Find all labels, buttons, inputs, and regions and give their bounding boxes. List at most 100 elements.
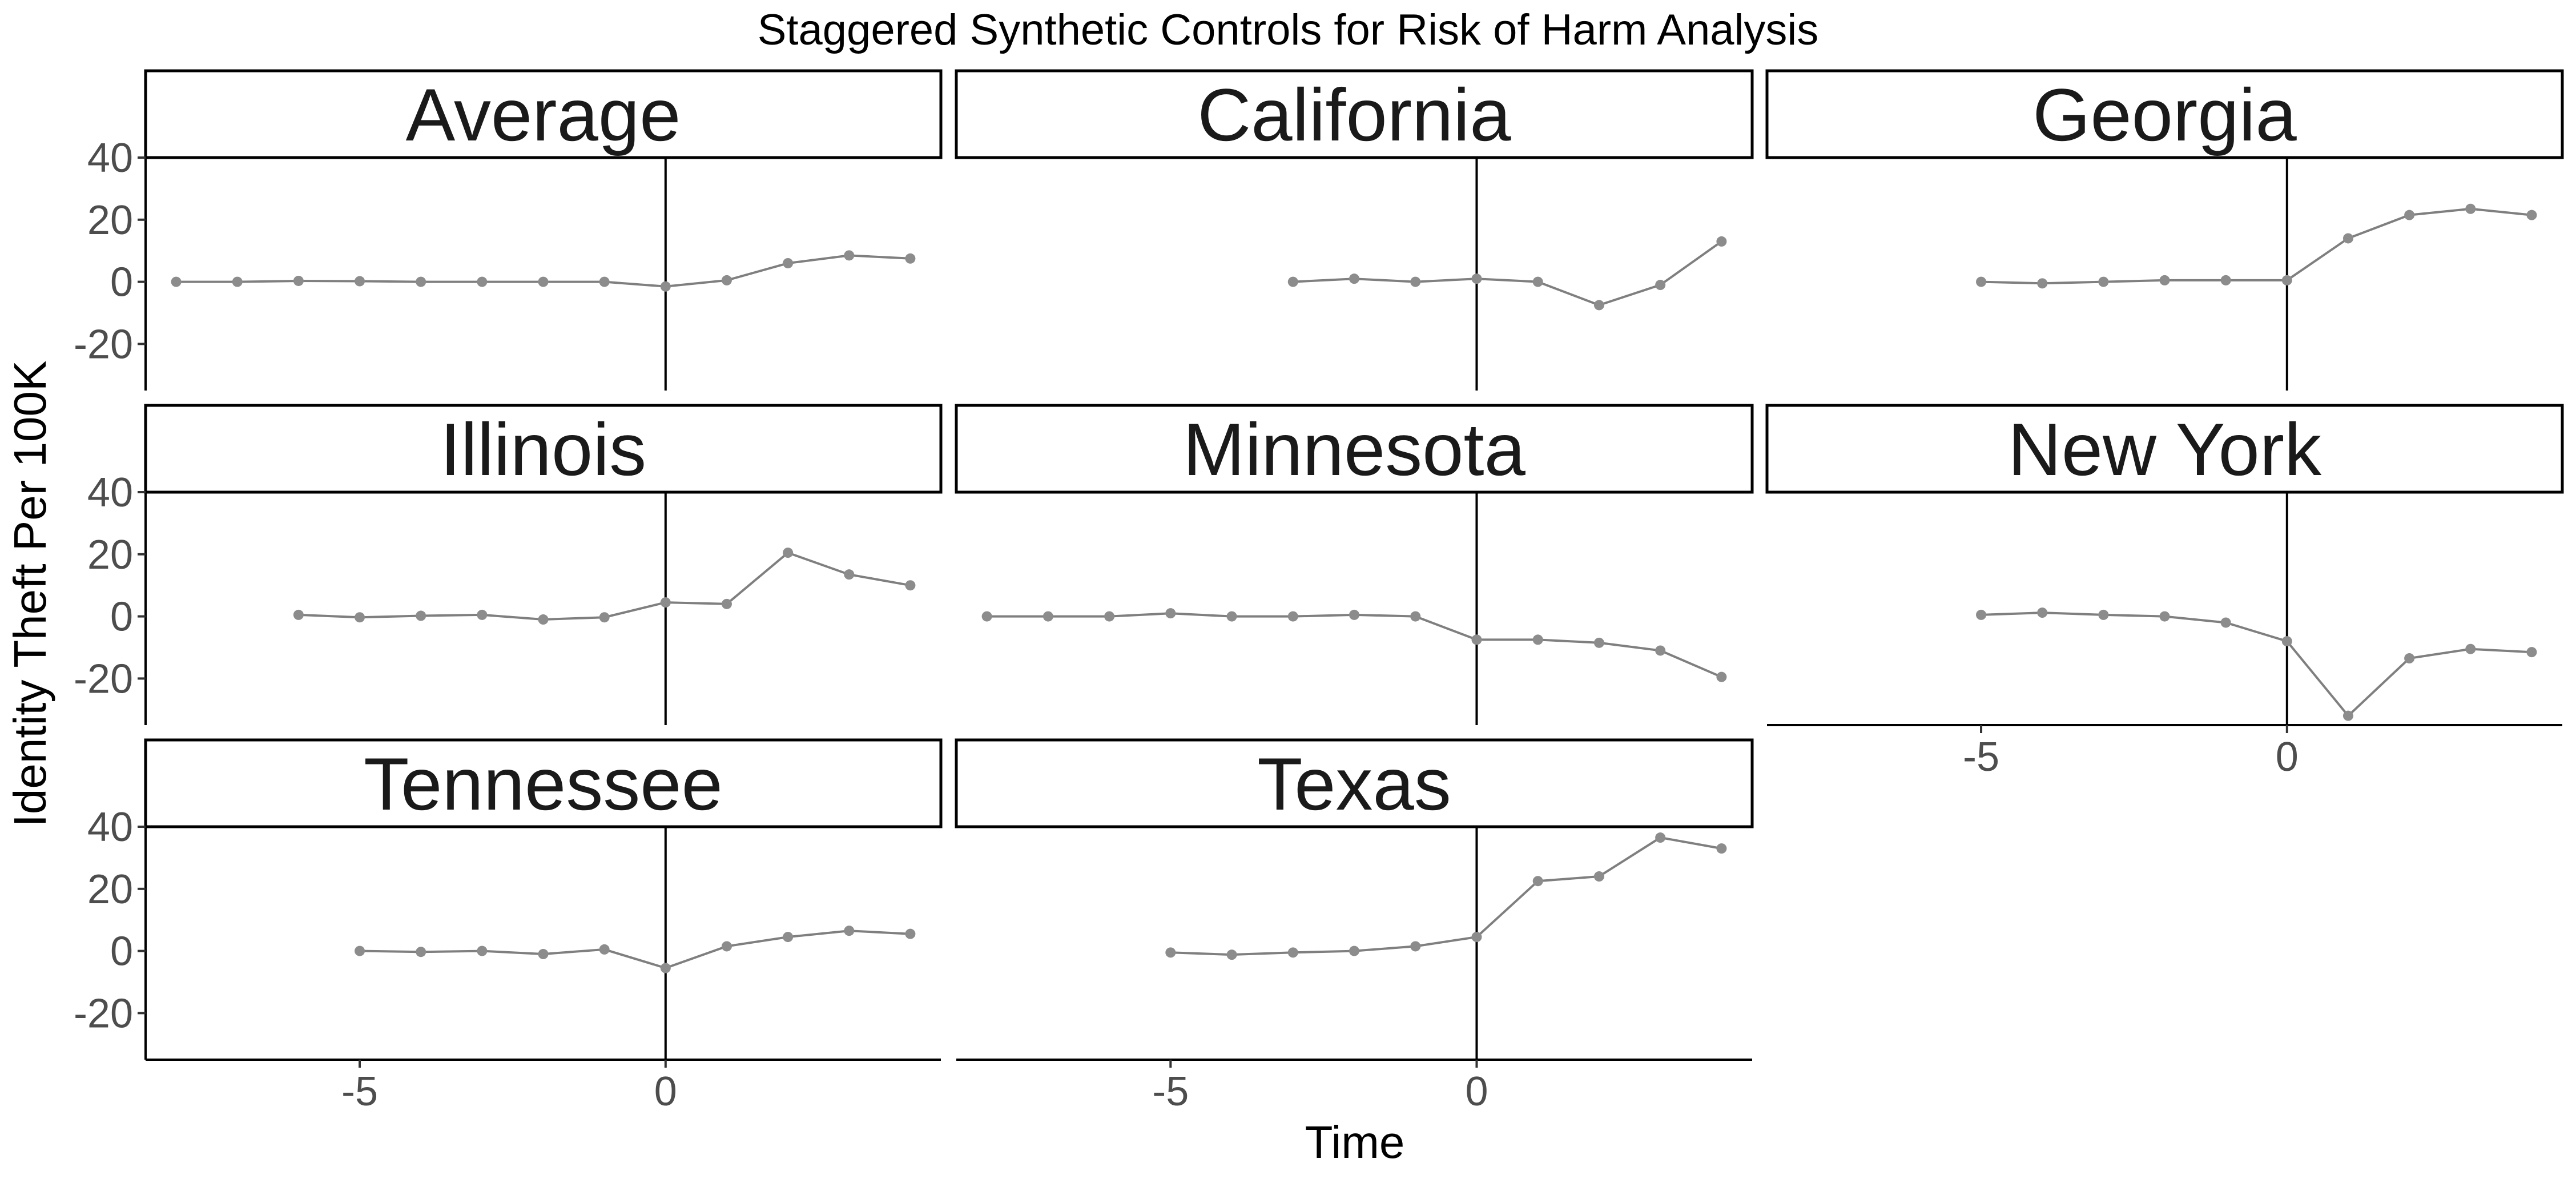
y-tick-label: -20	[74, 991, 133, 1036]
data-point	[1716, 236, 1727, 247]
y-tick-label: 40	[87, 804, 133, 850]
panel-strip-label: Texas	[1257, 742, 1451, 826]
data-point	[783, 548, 794, 558]
data-point	[1410, 276, 1421, 287]
panel-strip-box	[955, 69, 1754, 159]
panel-strip-label: Tennessee	[364, 742, 723, 826]
y-tick-label: 20	[87, 867, 133, 912]
y-tick-label: 0	[110, 594, 133, 640]
panel-strip-label: Georgia	[2032, 73, 2297, 156]
data-point	[1471, 273, 1482, 284]
data-point	[1471, 932, 1482, 943]
y-axis-title: Identity Theft Per 100K	[5, 361, 55, 827]
data-point	[1655, 645, 1666, 656]
data-point	[1226, 949, 1237, 960]
data-point	[1655, 280, 1666, 291]
data-point	[2220, 275, 2231, 285]
data-point	[416, 947, 426, 957]
data-point	[1716, 843, 1727, 854]
data-point	[844, 250, 855, 261]
panel-strip-label: Minnesota	[1183, 408, 1526, 491]
series-line	[298, 551, 911, 621]
data-point	[538, 276, 549, 287]
data-point	[1532, 876, 1543, 887]
y-tick-label: 20	[87, 532, 133, 578]
data-point	[599, 276, 610, 287]
data-point	[1410, 941, 1421, 952]
panel-illinois: Illinois -20 0 20 40	[74, 404, 943, 725]
x-tick-label: 0	[2276, 734, 2299, 780]
data-point	[355, 945, 365, 956]
data-point	[477, 609, 488, 620]
data-point	[1104, 611, 1115, 622]
data-point	[660, 281, 671, 292]
series-line	[1981, 611, 2532, 718]
data-point	[721, 941, 732, 952]
data-point	[2281, 636, 2292, 647]
data-point	[905, 928, 916, 939]
panel-average: Average -20 0 20 40	[74, 69, 943, 391]
data-point	[416, 610, 426, 621]
data-point	[844, 926, 855, 936]
data-point	[2098, 609, 2109, 620]
panel-strip-box	[1765, 69, 2564, 159]
data-point	[2404, 653, 2415, 664]
data-point	[1532, 634, 1543, 645]
x-tick-label: -5	[1152, 1069, 1189, 1114]
data-point	[1593, 300, 1604, 311]
series-line	[1981, 207, 2532, 285]
data-point	[1165, 608, 1176, 619]
data-point	[1043, 611, 1053, 622]
data-point	[2037, 278, 2048, 289]
data-point	[1287, 611, 1298, 622]
data-point	[2526, 210, 2537, 220]
data-point	[355, 612, 365, 623]
data-point	[1532, 276, 1543, 287]
data-point	[2465, 203, 2476, 214]
data-point	[1976, 276, 1987, 287]
panel-strip-label: New York	[2008, 408, 2322, 491]
data-point	[2159, 275, 2170, 285]
x-axis-title: Time	[1305, 1117, 1405, 1168]
data-point	[2037, 607, 2048, 618]
data-point	[232, 276, 243, 287]
data-point	[1593, 871, 1604, 882]
x-tick-label: -5	[1963, 734, 1999, 780]
series-line	[1170, 836, 1722, 956]
panel-strip-label: Average	[406, 73, 681, 156]
data-point	[1593, 637, 1604, 648]
x-tick-label: 0	[1465, 1069, 1488, 1114]
y-tick-label: 0	[110, 260, 133, 305]
x-tick-label: -5	[341, 1069, 378, 1114]
data-point	[538, 949, 549, 960]
data-point	[293, 275, 304, 286]
data-point	[1349, 273, 1359, 284]
panel-strip-box	[144, 404, 943, 494]
panel-strip-label: California	[1197, 73, 1511, 156]
data-point	[538, 614, 549, 625]
data-point	[981, 611, 992, 622]
data-point	[783, 257, 794, 268]
data-point	[2159, 611, 2170, 622]
data-point	[1410, 611, 1421, 622]
data-point	[721, 275, 732, 285]
panel-strip-box	[955, 738, 1754, 828]
panel-california: California	[955, 69, 1754, 391]
data-point	[1349, 609, 1359, 620]
data-point	[660, 597, 671, 608]
panel-texas: Texas -5 0	[955, 738, 1754, 1114]
y-tick-label: -20	[74, 656, 133, 702]
data-point	[2526, 647, 2537, 658]
data-point	[171, 276, 182, 287]
y-tick-label: 40	[87, 135, 133, 181]
data-point	[416, 276, 426, 287]
series-line	[1293, 240, 1722, 307]
data-point	[1471, 634, 1482, 645]
y-tick-label: 20	[87, 198, 133, 243]
data-point	[1165, 947, 1176, 958]
series-line	[987, 612, 1722, 678]
data-point	[1287, 276, 1298, 287]
data-point	[2098, 276, 2109, 287]
data-point	[2342, 233, 2353, 244]
